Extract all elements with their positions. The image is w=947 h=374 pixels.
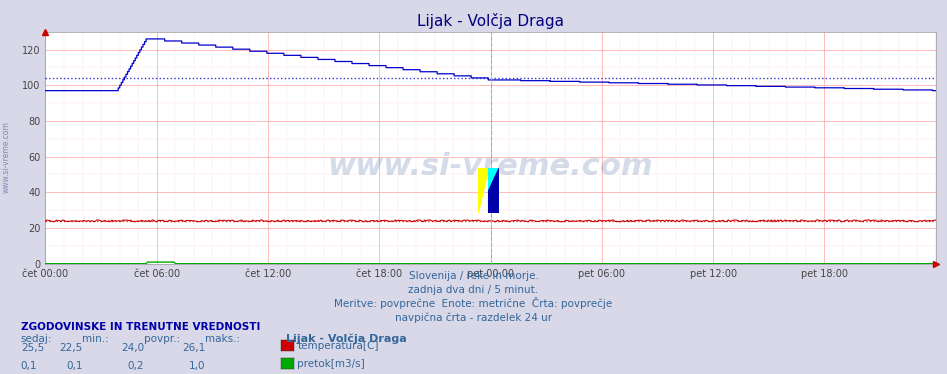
Text: sedaj:: sedaj: [21, 334, 52, 344]
Text: 0,1: 0,1 [21, 361, 37, 371]
Text: navpična črta - razdelek 24 ur: navpična črta - razdelek 24 ur [395, 313, 552, 323]
Text: ZGODOVINSKE IN TRENUTNE VREDNOSTI: ZGODOVINSKE IN TRENUTNE VREDNOSTI [21, 322, 260, 332]
Title: Lijak - Volčja Draga: Lijak - Volčja Draga [417, 13, 564, 29]
Text: 24,0: 24,0 [121, 343, 144, 353]
Text: povpr.:: povpr.: [144, 334, 180, 344]
Text: min.:: min.: [82, 334, 109, 344]
Text: zadnja dva dni / 5 minut.: zadnja dva dni / 5 minut. [408, 285, 539, 295]
Polygon shape [489, 168, 499, 213]
Text: 26,1: 26,1 [182, 343, 205, 353]
Text: 0,2: 0,2 [128, 361, 144, 371]
Text: 1,0: 1,0 [189, 361, 205, 371]
Text: Lijak - Volčja Draga: Lijak - Volčja Draga [286, 333, 407, 344]
Text: www.si-vreme.com: www.si-vreme.com [328, 152, 653, 181]
Text: pretok[m3/s]: pretok[m3/s] [297, 359, 366, 369]
Text: temperatura[C]: temperatura[C] [297, 341, 379, 351]
Text: 22,5: 22,5 [59, 343, 82, 353]
Polygon shape [478, 168, 489, 213]
Text: Meritve: povprečne  Enote: metrične  Črta: povprečje: Meritve: povprečne Enote: metrične Črta:… [334, 297, 613, 309]
Text: maks.:: maks.: [205, 334, 241, 344]
Text: 0,1: 0,1 [66, 361, 82, 371]
Text: 25,5: 25,5 [21, 343, 45, 353]
Text: Slovenija / reke in morje.: Slovenija / reke in morje. [408, 271, 539, 280]
Polygon shape [489, 168, 499, 191]
Text: www.si-vreme.com: www.si-vreme.com [1, 121, 10, 193]
